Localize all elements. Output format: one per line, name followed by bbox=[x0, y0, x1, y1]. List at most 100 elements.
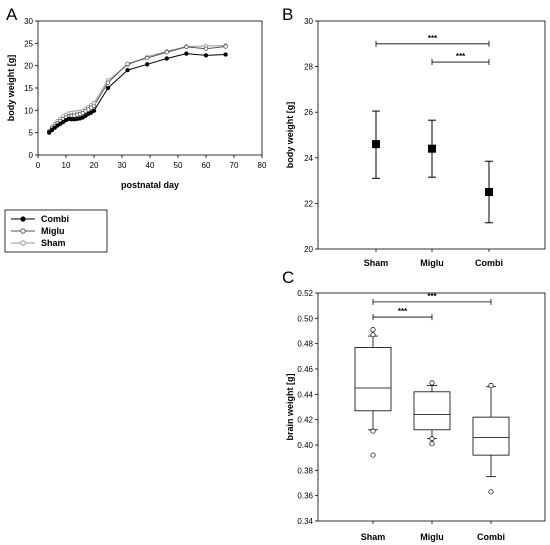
box-sham bbox=[354, 347, 392, 412]
legend-marker-sham bbox=[20, 240, 26, 246]
panel-a-y-axis-label: body weight [g] bbox=[6, 55, 16, 122]
y-tick-label: 22 bbox=[304, 199, 313, 208]
legend-marker-miglu bbox=[20, 228, 26, 234]
point-combi bbox=[223, 52, 228, 57]
panel-c-boxes bbox=[354, 327, 510, 495]
y-tick-label: 15 bbox=[24, 84, 33, 93]
y-tick-label: 0 bbox=[29, 151, 34, 160]
panel-a-plot-frame bbox=[37, 20, 263, 156]
y-tick-label: 0.42 bbox=[297, 416, 313, 425]
y-tick-label: 25 bbox=[24, 39, 33, 48]
point-combi bbox=[105, 85, 111, 91]
outlier-miglu bbox=[429, 380, 435, 386]
outlier-miglu bbox=[429, 436, 435, 442]
legend-label-sham: Sham bbox=[41, 238, 66, 248]
category-label-miglu: Miglu bbox=[420, 258, 444, 268]
y-tick-label: 26 bbox=[304, 108, 313, 117]
point-miglu bbox=[203, 46, 209, 51]
y-tick-label: 0.44 bbox=[297, 390, 313, 399]
outlier-miglu bbox=[429, 441, 435, 447]
x-tick-label: 80 bbox=[258, 161, 267, 170]
y-tick-label: 0.46 bbox=[297, 365, 313, 374]
panel-a-x-axis-label: postnatal day bbox=[121, 180, 179, 190]
y-tick-label: 30 bbox=[24, 17, 33, 26]
panel-c-plot-frame bbox=[317, 292, 546, 522]
y-tick-label: 20 bbox=[24, 62, 33, 71]
category-label-combi: Combi bbox=[475, 258, 503, 268]
point-miglu bbox=[125, 61, 130, 67]
legend-label-combi: Combi bbox=[41, 214, 69, 224]
y-tick-label: 28 bbox=[304, 63, 313, 72]
mean-marker-sham bbox=[372, 140, 380, 149]
y-tick-label: 0.48 bbox=[297, 340, 313, 349]
outlier-sham bbox=[370, 327, 376, 333]
point-miglu bbox=[164, 50, 169, 55]
point-miglu bbox=[184, 44, 189, 50]
point-combi bbox=[203, 53, 209, 58]
x-tick-label: 70 bbox=[230, 161, 239, 170]
outlier-combi bbox=[488, 382, 494, 389]
point-miglu bbox=[223, 44, 228, 49]
category-label-miglu: Miglu bbox=[420, 532, 444, 542]
outlier-combi bbox=[488, 489, 494, 495]
point-combi bbox=[52, 125, 57, 130]
panel-c-category-labels: Sham Miglu Combi bbox=[361, 521, 505, 542]
mean-marker-miglu bbox=[428, 144, 436, 153]
point-combi bbox=[164, 56, 169, 61]
category-label-sham: Sham bbox=[364, 258, 389, 268]
panel-c-significance: *** *** bbox=[372, 292, 492, 321]
category-label-sham: Sham bbox=[361, 532, 386, 542]
x-tick-label: 60 bbox=[202, 161, 211, 170]
y-tick-label: 20 bbox=[304, 245, 313, 254]
y-tick-label: 0.38 bbox=[297, 466, 313, 475]
x-tick-label: 20 bbox=[90, 161, 99, 170]
significance-label: *** bbox=[398, 307, 408, 316]
significance-label: *** bbox=[428, 34, 438, 43]
box-combi bbox=[472, 416, 510, 456]
y-tick-label: 0.36 bbox=[297, 492, 313, 501]
y-tick-label: 10 bbox=[24, 106, 33, 115]
panel-a-legend: Combi Miglu Sham bbox=[4, 209, 108, 253]
point-combi bbox=[91, 108, 97, 113]
x-tick-label: 10 bbox=[62, 161, 71, 170]
panel-b-significance: *** *** bbox=[375, 34, 490, 66]
category-label-combi: Combi bbox=[477, 532, 505, 542]
panel-c-y-axis-label: brain weight [g] bbox=[285, 374, 295, 441]
legend-marker-combi bbox=[20, 216, 26, 222]
y-tick-label: 0.34 bbox=[297, 517, 313, 526]
x-tick-label: 40 bbox=[146, 161, 155, 170]
panel-c-chart: 0.34 0.36 0.38 0.40 0.42 0.44 0.46 0.48 0.50 0.52… bbox=[285, 289, 546, 542]
panel-a-y-ticks: 0 5 10 15 20 25 30 bbox=[24, 17, 38, 160]
outlier-sham bbox=[370, 428, 376, 434]
panel-c-y-ticks: 0.34 0.36 0.38 0.40 0.42 0.44 0.46 0.48 0.50 0.52 bbox=[297, 289, 318, 526]
y-tick-label: 0.52 bbox=[297, 289, 313, 298]
legend-label-miglu: Miglu bbox=[41, 226, 65, 236]
panel-b-letter: B bbox=[282, 5, 293, 24]
panel-b-y-ticks: 20 22 24 26 28 30 bbox=[304, 17, 318, 254]
y-tick-label: 30 bbox=[304, 17, 313, 26]
mean-marker-combi bbox=[485, 188, 493, 196]
y-tick-label: 24 bbox=[304, 154, 313, 163]
point-miglu bbox=[105, 80, 111, 85]
x-tick-label: 30 bbox=[118, 161, 127, 170]
panel-b-plot-frame bbox=[317, 20, 546, 250]
point-combi bbox=[145, 62, 150, 67]
significance-label: *** bbox=[427, 292, 437, 301]
panel-a-letter: A bbox=[6, 5, 18, 24]
panel-a-chart: 0 5 10 15 20 25 30 0 10 20 30 40 50 60 70 80 postnatal… bbox=[4, 17, 267, 253]
y-tick-label: 5 bbox=[29, 129, 34, 138]
point-combi bbox=[47, 130, 52, 135]
x-tick-label: 50 bbox=[174, 161, 183, 170]
point-combi bbox=[184, 51, 189, 56]
panel-b-y-axis-label: body weight [g] bbox=[285, 102, 295, 169]
panel-a-x-ticks: 0 10 20 30 40 50 60 70 80 bbox=[36, 155, 267, 170]
panel-b-marks bbox=[372, 110, 493, 224]
panel-a-series-points bbox=[47, 43, 228, 135]
point-miglu bbox=[91, 103, 97, 109]
point-miglu bbox=[145, 55, 150, 61]
significance-label: *** bbox=[456, 52, 466, 61]
outlier-sham bbox=[370, 452, 376, 458]
panel-b-category-labels: Sham Miglu Combi bbox=[364, 249, 503, 268]
panel-b-chart: 20 22 24 26 28 30 Sham Miglu Combi *** *** body … bbox=[285, 17, 546, 268]
